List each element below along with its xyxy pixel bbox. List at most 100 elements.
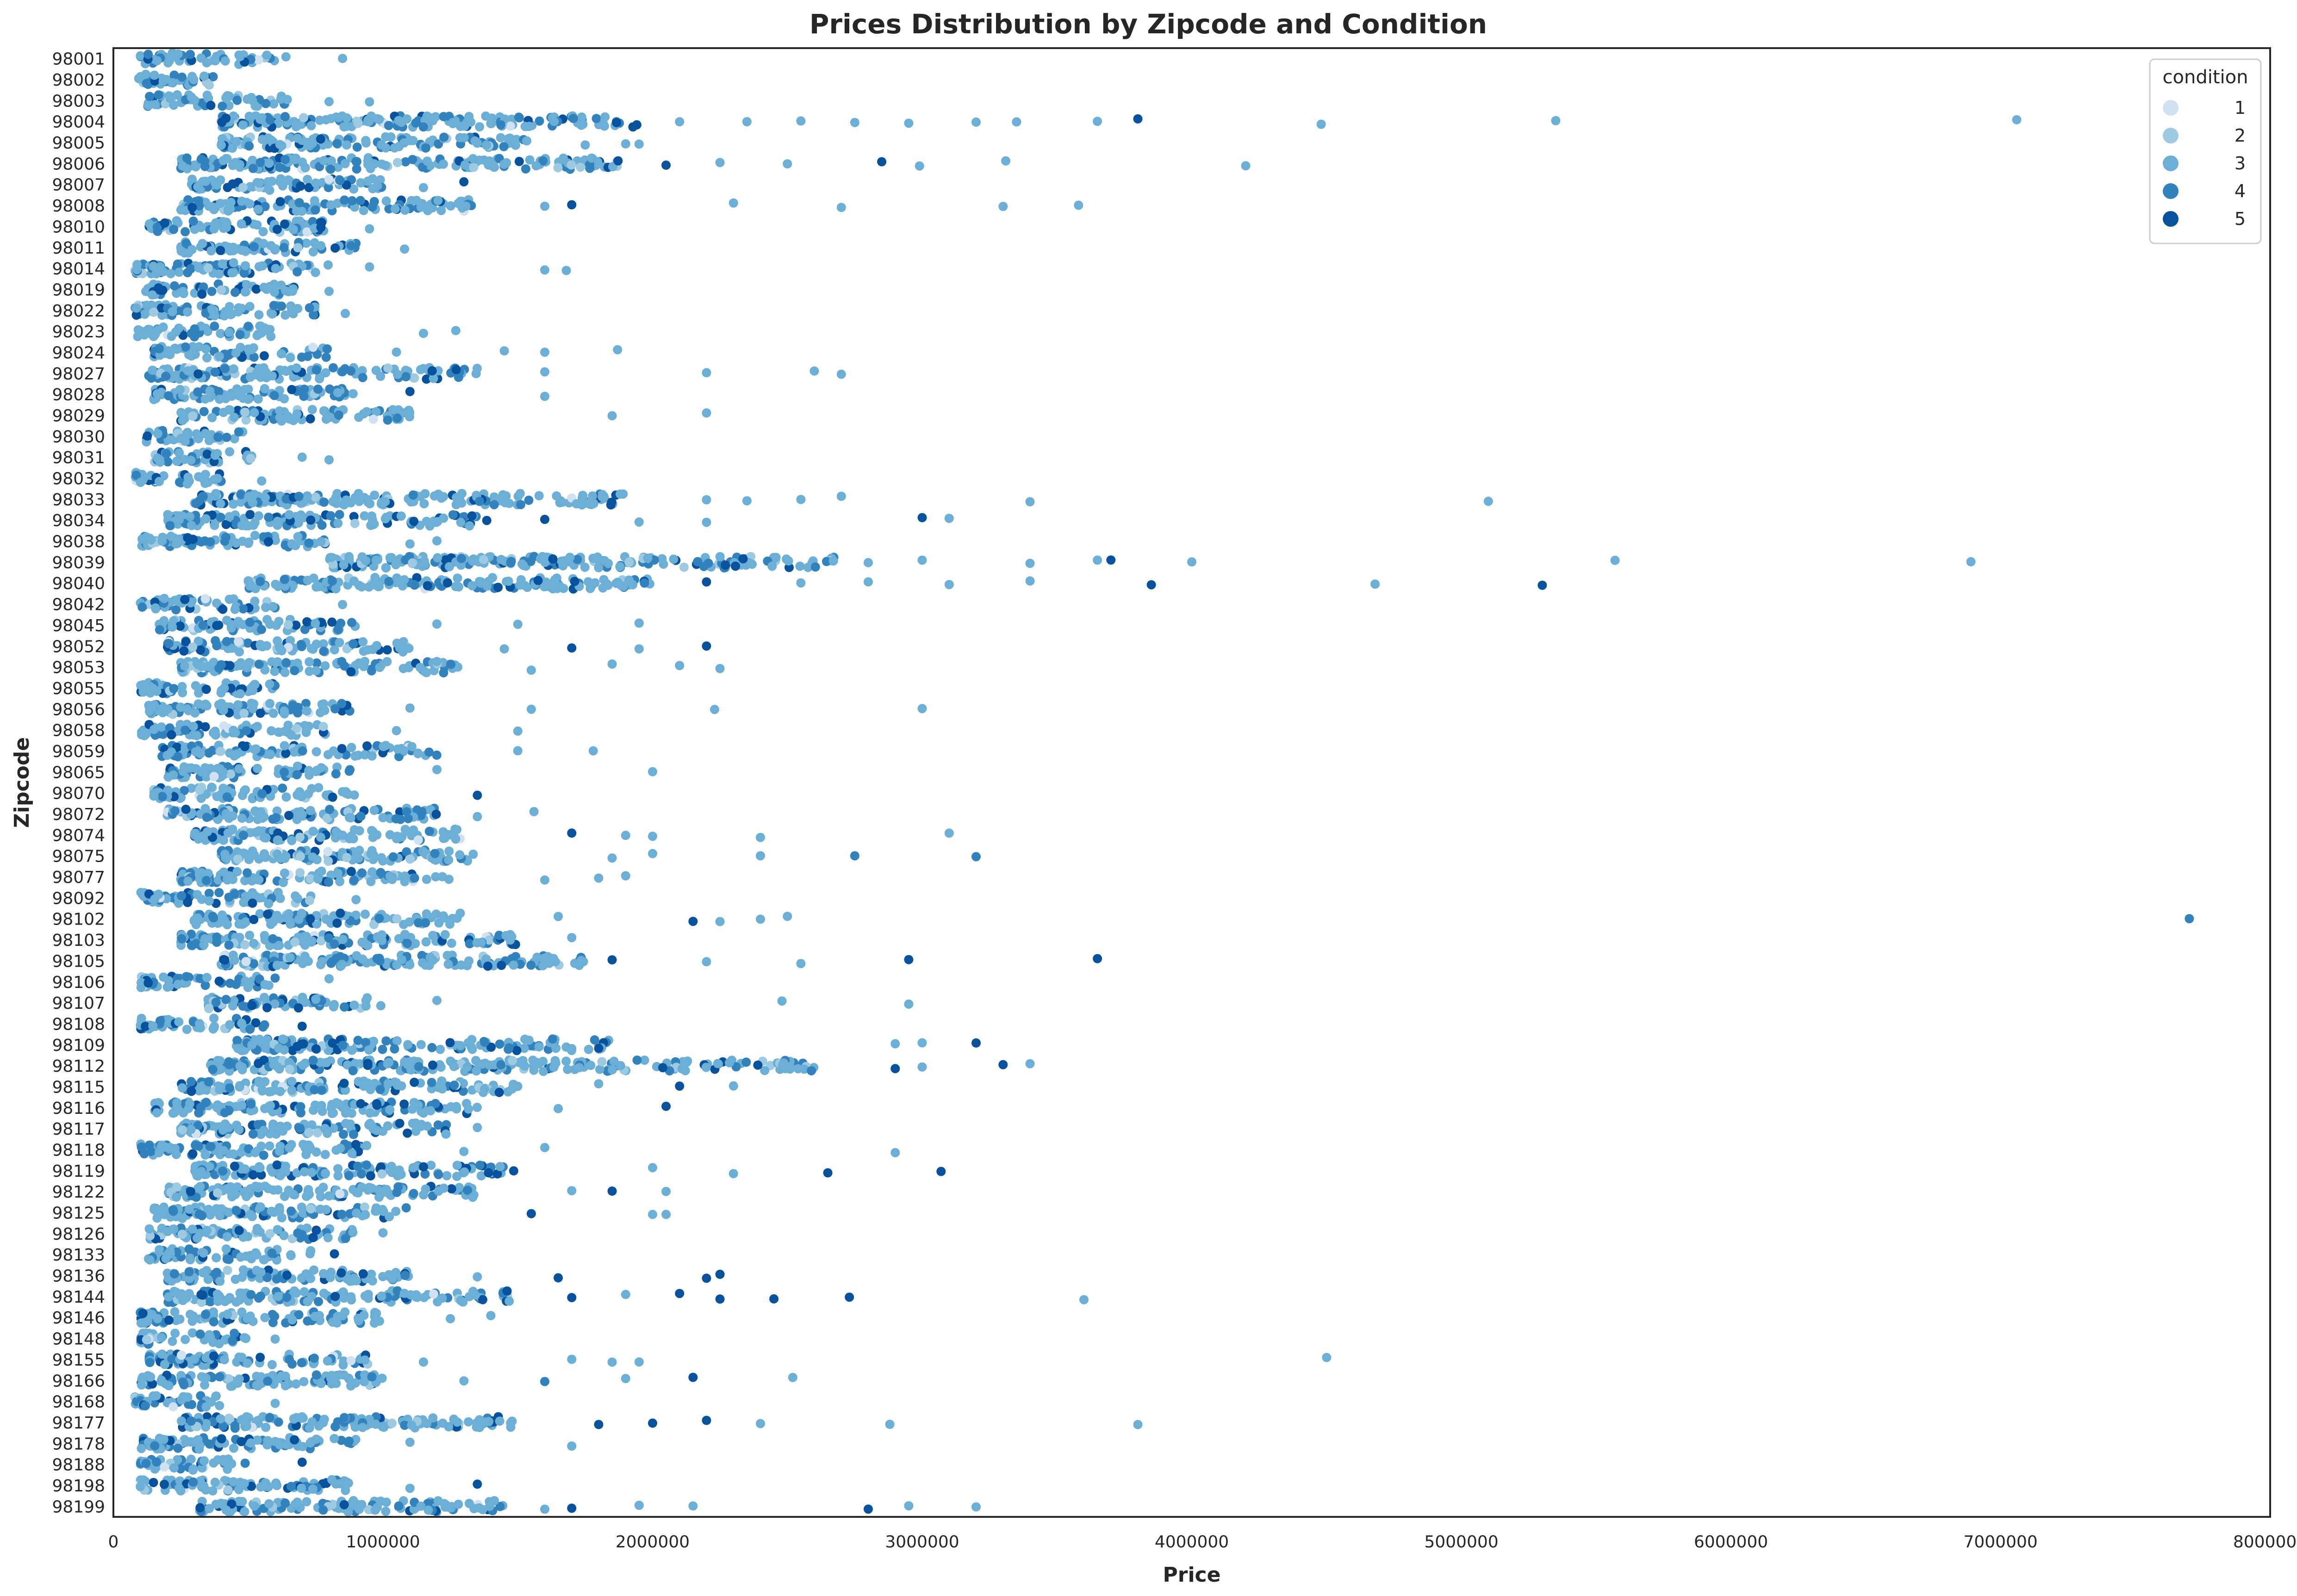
data-point xyxy=(239,919,249,928)
data-point xyxy=(160,218,169,228)
data-point xyxy=(567,1046,576,1056)
data-point xyxy=(368,580,378,590)
data-point xyxy=(438,827,448,837)
outlier-point xyxy=(613,345,622,354)
data-point xyxy=(624,575,634,585)
data-point xyxy=(216,175,225,185)
data-point xyxy=(178,330,188,340)
data-point xyxy=(211,997,221,1007)
data-point xyxy=(188,216,198,226)
data-point xyxy=(324,857,333,866)
outlier-point xyxy=(392,347,401,357)
data-point xyxy=(589,499,598,509)
data-point xyxy=(150,894,160,904)
outlier-point xyxy=(540,391,549,401)
data-point xyxy=(295,868,305,877)
data-point xyxy=(228,811,237,821)
data-point xyxy=(590,1035,599,1045)
data-point xyxy=(268,602,278,611)
data-point xyxy=(295,832,305,842)
outlier-point xyxy=(1610,555,1620,565)
data-point xyxy=(455,908,465,918)
data-point xyxy=(162,982,172,992)
data-point xyxy=(151,269,161,279)
outlier-point xyxy=(351,895,361,905)
data-point xyxy=(306,515,316,525)
data-point xyxy=(193,834,203,844)
data-point xyxy=(177,934,187,944)
outlier-point xyxy=(648,849,657,858)
data-point xyxy=(222,433,231,442)
series-98032 xyxy=(131,468,267,489)
data-point xyxy=(162,449,171,459)
data-point xyxy=(385,871,395,881)
data-point xyxy=(235,52,245,62)
data-point xyxy=(266,308,276,318)
data-point xyxy=(535,116,544,126)
data-point xyxy=(828,556,838,566)
data-point xyxy=(282,727,292,736)
data-point xyxy=(366,849,376,859)
data-point xyxy=(278,181,287,191)
data-point xyxy=(224,205,233,214)
data-point xyxy=(336,961,346,970)
data-point xyxy=(553,163,563,173)
data-point xyxy=(265,679,274,689)
data-point xyxy=(201,684,211,694)
series-98038 xyxy=(137,531,442,552)
data-point xyxy=(447,938,456,948)
outlier-point xyxy=(1093,954,1102,963)
data-point xyxy=(538,156,548,166)
data-point xyxy=(170,281,179,291)
series-98024 xyxy=(149,342,622,363)
series-98053 xyxy=(176,657,725,677)
data-point xyxy=(173,752,183,762)
outlier-point xyxy=(702,517,711,527)
data-point xyxy=(248,898,257,908)
data-point xyxy=(243,539,253,548)
outlier-point xyxy=(281,52,291,62)
data-point xyxy=(152,222,162,232)
data-point xyxy=(238,604,248,614)
data-point xyxy=(234,303,243,313)
data-point xyxy=(172,456,181,466)
data-point xyxy=(255,708,265,718)
series-98011 xyxy=(176,237,410,258)
data-point xyxy=(236,689,245,699)
data-point xyxy=(201,514,211,524)
data-point xyxy=(402,938,412,948)
data-point xyxy=(296,181,305,191)
data-point xyxy=(208,1024,218,1034)
series-98030 xyxy=(142,426,248,447)
data-point xyxy=(196,794,206,803)
outlier-point xyxy=(675,661,685,671)
data-point xyxy=(211,218,221,228)
data-point xyxy=(264,899,274,908)
data-point xyxy=(210,367,220,377)
data-point xyxy=(316,134,325,144)
data-point xyxy=(220,364,230,373)
data-point xyxy=(233,854,243,864)
outlier-point xyxy=(1551,116,1561,125)
data-point xyxy=(249,352,259,362)
data-point xyxy=(148,1021,158,1031)
data-point xyxy=(464,956,473,966)
data-point xyxy=(497,961,506,970)
outlier-point xyxy=(864,577,873,587)
data-point xyxy=(236,490,246,499)
data-point xyxy=(615,562,625,571)
series-98005 xyxy=(217,132,644,153)
data-point xyxy=(311,178,321,188)
data-point xyxy=(375,663,385,672)
data-point xyxy=(280,668,290,677)
data-point xyxy=(411,196,421,205)
data-point xyxy=(297,206,306,216)
data-point xyxy=(439,159,448,169)
data-point xyxy=(212,938,222,947)
data-point xyxy=(616,489,625,499)
data-point xyxy=(338,831,348,840)
data-point xyxy=(428,931,438,940)
data-point xyxy=(180,454,189,464)
data-point xyxy=(382,657,392,666)
data-point xyxy=(317,956,327,966)
